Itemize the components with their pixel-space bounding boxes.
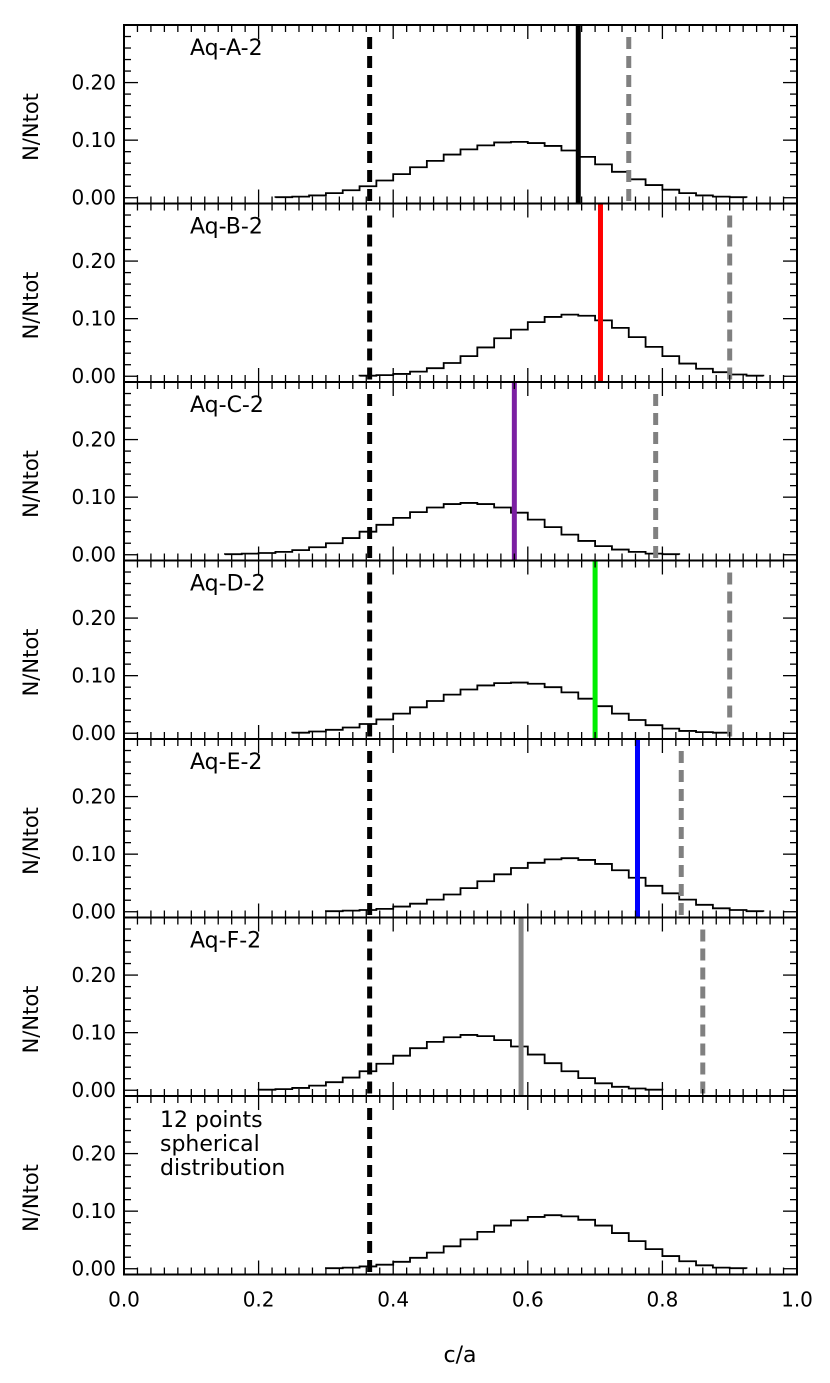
x-axis-tick-labels: 0.0 0.2 0.4 0.6 0.8 1.0 — [108, 1288, 813, 1312]
y-tick-label: 0.10 — [71, 1199, 116, 1223]
x-tick-label: 0.4 — [377, 1288, 409, 1312]
panel-label-line: 12 points — [160, 1108, 263, 1133]
y-axis-label: N/Ntot — [19, 450, 43, 518]
histogram-steps — [358, 313, 765, 377]
y-axis-label: N/Ntot — [19, 272, 43, 340]
y-tick-label: 0.20 — [71, 606, 116, 630]
y-tick-label: 0.00 — [71, 543, 116, 567]
x-axis-label: c/a — [444, 1343, 477, 1368]
y-tick-label: 0.00 — [71, 721, 116, 745]
panel-5: 0.00 0.10 0.20 N/Ntot Aq-E-2 — [19, 738, 798, 924]
histogram-steps — [224, 502, 681, 556]
y-tick-label: 0.20 — [71, 1142, 116, 1166]
panel-3: 0.00 0.10 0.20 N/Ntot Aq-C-2 — [19, 381, 798, 567]
y-axis-label: N/Ntot — [19, 1164, 43, 1232]
histogram-steps — [274, 140, 748, 199]
panel-7: 0.00 0.10 0.20 N/Ntot 12 pointssphericaldist… — [19, 1095, 798, 1281]
x-tick-label: 0.2 — [243, 1288, 275, 1312]
y-tick-label: 0.20 — [71, 249, 116, 273]
y-axis-label: N/Ntot — [19, 93, 43, 161]
histogram-steps — [257, 1034, 664, 1091]
x-tick-label: 0.6 — [512, 1288, 544, 1312]
panel-label: Aq-E-2 — [190, 750, 262, 775]
y-tick-label: 0.10 — [71, 128, 116, 152]
panels-group: 0.00 0.10 0.20 N/Ntot Aq-A-2 0.00 0.10 0.20 N/Nt… — [19, 24, 798, 1281]
panel-label: Aq-D-2 — [190, 572, 265, 597]
panel-1: 0.00 0.10 0.20 N/Ntot Aq-A-2 — [19, 24, 798, 210]
panel-label: Aq-A-2 — [190, 36, 263, 61]
y-tick-label: 0.00 — [71, 900, 116, 924]
panel-6: 0.00 0.10 0.20 N/Ntot Aq-F-2 — [19, 916, 798, 1102]
y-tick-label: 0.10 — [71, 307, 116, 331]
y-tick-label: 0.00 — [71, 186, 116, 210]
histogram-steps — [325, 857, 765, 913]
panel-label: Aq-C-2 — [190, 393, 264, 418]
y-tick-label: 0.00 — [71, 1078, 116, 1102]
y-axis-label: N/Ntot — [19, 986, 43, 1054]
y-axis-label: N/Ntot — [19, 807, 43, 875]
histogram-steps — [291, 681, 731, 734]
panel-label-line: spherical — [160, 1132, 260, 1157]
y-tick-label: 0.20 — [71, 963, 116, 987]
y-tick-label: 0.00 — [71, 1257, 116, 1281]
y-tick-label: 0.10 — [71, 664, 116, 688]
panel-4: 0.00 0.10 0.20 N/Ntot Aq-D-2 — [19, 559, 798, 745]
y-tick-label: 0.10 — [71, 485, 116, 509]
x-tick-label: 1.0 — [781, 1288, 813, 1312]
panel-label: Aq-B-2 — [190, 215, 263, 240]
x-tick-label: 0.0 — [108, 1288, 140, 1312]
panel-label-line: distribution — [160, 1156, 285, 1181]
y-tick-label: 0.00 — [71, 364, 116, 388]
y-axis-label: N/Ntot — [19, 629, 43, 697]
x-tick-label: 0.8 — [646, 1288, 678, 1312]
panel-label: Aq-F-2 — [190, 929, 261, 954]
y-tick-label: 0.10 — [71, 842, 116, 866]
panel-2: 0.00 0.10 0.20 N/Ntot Aq-B-2 — [19, 202, 798, 388]
y-tick-label: 0.20 — [71, 71, 116, 95]
histogram-steps — [325, 1214, 748, 1270]
y-tick-label: 0.20 — [71, 428, 116, 452]
y-tick-label: 0.10 — [71, 1021, 116, 1045]
y-tick-label: 0.20 — [71, 785, 116, 809]
